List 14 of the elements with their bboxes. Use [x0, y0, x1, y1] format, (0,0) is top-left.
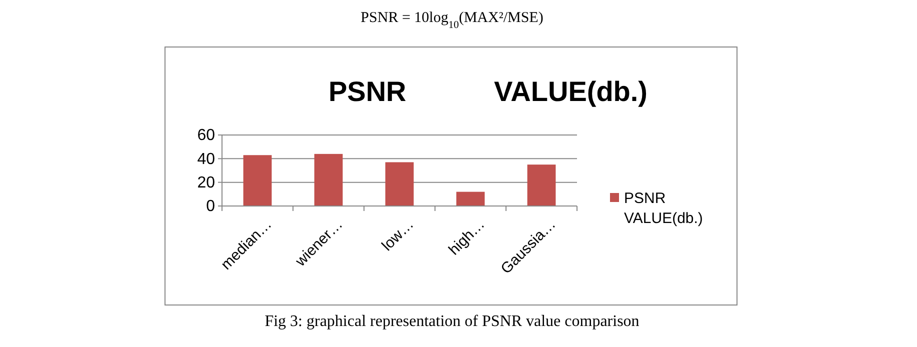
- y-tick-label: 40: [197, 150, 216, 168]
- bar: [527, 164, 556, 206]
- chart-title: PSNR VALUE(db.): [328, 76, 648, 107]
- legend-label: PSNR VALUE(db.): [624, 190, 703, 227]
- bar: [456, 192, 485, 206]
- y-tick-label: 0: [206, 198, 216, 216]
- bar: [243, 155, 272, 206]
- x-tick-label: low…: [378, 216, 418, 254]
- bar: [314, 154, 343, 206]
- y-tick-label: 60: [197, 127, 216, 144]
- caption: Fig 3: graphical representation of PSNR value comparison: [264, 313, 640, 330]
- bar: [385, 162, 414, 206]
- y-tick-label: 20: [197, 174, 216, 192]
- text: PSNR = 10log$_{10}$(MAX²/MSE): [360, 10, 544, 30]
